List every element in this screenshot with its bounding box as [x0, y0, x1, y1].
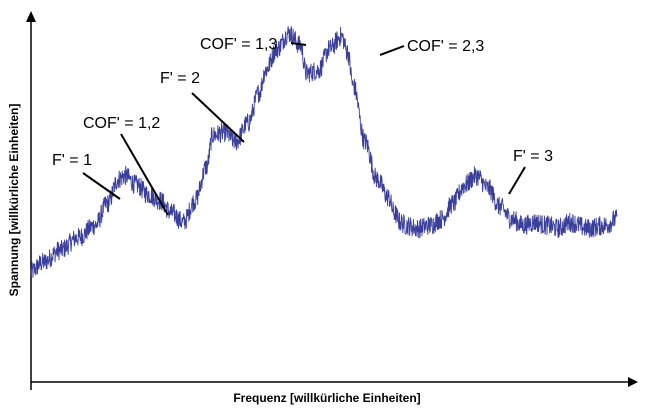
- annotation-label-5: F' = 3: [513, 148, 553, 165]
- annotation-label-2: F' = 2: [160, 70, 200, 87]
- annotation-label-1: COF' = 1,2: [83, 115, 160, 132]
- y-axis-arrow: [26, 11, 36, 22]
- annotation-label-4: COF' = 2,3: [407, 38, 484, 55]
- annotation-label-3: COF' = 1,3: [200, 36, 277, 53]
- annotation-leader-4: [379, 45, 405, 56]
- annotation-leader-2: [191, 92, 245, 143]
- y-axis-label: Spannung [willkürliche Einheiten]: [7, 104, 21, 297]
- annotation-label-0: F' = 1: [52, 152, 92, 169]
- annotation-leader-3: [290, 42, 307, 46]
- annotation-leader-5: [508, 166, 526, 195]
- series-line-0: [30, 26, 618, 278]
- x-axis-arrow: [628, 377, 638, 387]
- annotation-leader-1: [120, 133, 169, 216]
- series-layer: [30, 26, 618, 278]
- axes: [26, 11, 638, 390]
- x-axis-label: Frequenz [willkürliche Einheiten]: [233, 391, 420, 405]
- annotation-leader-0: [82, 172, 121, 200]
